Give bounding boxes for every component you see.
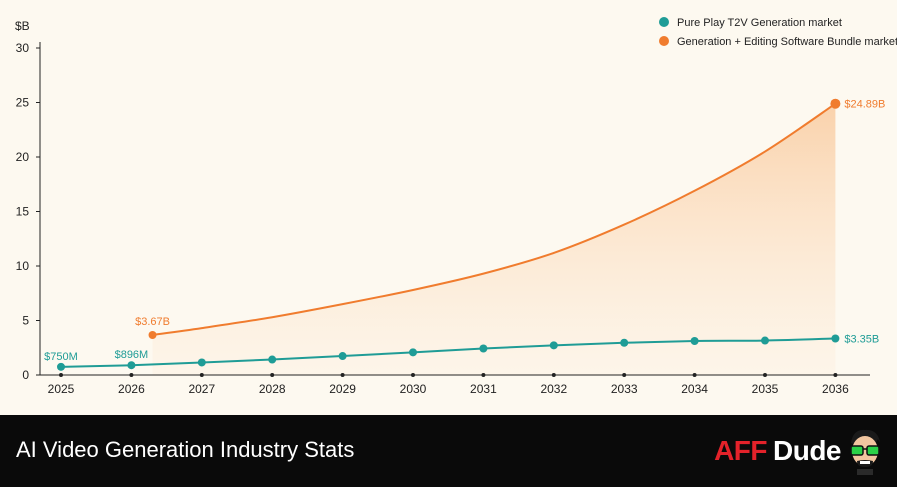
data-point — [761, 336, 769, 345]
brand-aff-text: AFF — [714, 435, 767, 466]
y-tick-label: 15 — [16, 205, 30, 219]
data-label: $3.67B — [135, 316, 170, 328]
footer-title: AI Video Generation Industry Stats — [16, 437, 355, 462]
x-tick-mark — [481, 373, 486, 377]
y-tick-label: 0 — [22, 368, 29, 382]
data-label: $750M — [44, 351, 78, 363]
data-point — [197, 358, 206, 367]
x-tick-label: 2026 — [118, 382, 145, 396]
x-tick-label: 2030 — [400, 382, 427, 396]
data-point — [830, 98, 841, 109]
x-tick-label: 2036 — [822, 382, 849, 396]
data-label: $3.35B — [844, 333, 879, 345]
x-tick-label: 2033 — [611, 382, 638, 396]
x-tick-label: 2035 — [752, 382, 779, 396]
x-tick-mark — [551, 373, 556, 377]
x-tick-mark — [129, 373, 134, 377]
data-label: $24.89B — [844, 99, 885, 111]
x-tick-mark — [59, 373, 63, 377]
legend-marker — [659, 36, 669, 46]
x-tick-label: 2028 — [259, 382, 286, 396]
y-tick-label: 25 — [16, 96, 30, 110]
x-tick-mark — [763, 373, 767, 377]
y-tick-label: 30 — [16, 41, 30, 55]
data-point — [268, 355, 277, 364]
data-point — [57, 362, 65, 371]
x-tick-label: 2031 — [470, 382, 497, 396]
series-line — [152, 102, 836, 336]
x-tick-mark — [692, 373, 697, 377]
x-tick-mark — [622, 373, 627, 377]
x-tick-label: 2029 — [329, 382, 356, 396]
data-point — [620, 338, 629, 347]
x-tick-label: 2027 — [188, 382, 215, 396]
data-point — [148, 330, 157, 339]
footer-bar: AI Video Generation Industry Stats AFF D… — [0, 415, 897, 487]
x-tick-label: 2032 — [540, 382, 567, 396]
data-label: $896M — [115, 349, 149, 361]
x-tick-mark — [833, 373, 838, 377]
chart-area: 0 5 10 15 20 25 30 $B 2025 2026 2027 2028 2029 2030 20… — [15, 17, 897, 396]
x-tick-mark — [411, 373, 415, 377]
y-tick-label: 20 — [16, 150, 30, 164]
x-tick-label: 2025 — [48, 382, 75, 396]
x-tick-mark — [340, 373, 345, 377]
data-point — [690, 336, 699, 345]
data-point — [479, 344, 488, 353]
x-tick-mark — [199, 373, 204, 377]
y-axis-label: $B — [15, 19, 30, 33]
data-point — [338, 352, 347, 361]
x-tick-label: 2034 — [681, 382, 708, 396]
y-tick-label: 10 — [16, 259, 30, 273]
legend-label: Pure Play T2V Generation market — [677, 17, 842, 29]
legend-label: Generation + Editing Software Bundle mar… — [677, 36, 897, 48]
series-area-fill — [152, 103, 836, 375]
data-point — [409, 348, 417, 357]
mascot-icon — [850, 429, 880, 475]
data-point — [127, 361, 136, 370]
brand-logo: AFF Dude — [714, 425, 885, 477]
data-point — [549, 341, 558, 350]
legend-marker — [659, 17, 669, 27]
data-point — [831, 334, 840, 343]
y-tick-label: 5 — [22, 314, 29, 328]
brand-dude-text: Dude — [773, 435, 842, 466]
x-tick-mark — [270, 373, 275, 377]
series-line — [60, 337, 836, 368]
